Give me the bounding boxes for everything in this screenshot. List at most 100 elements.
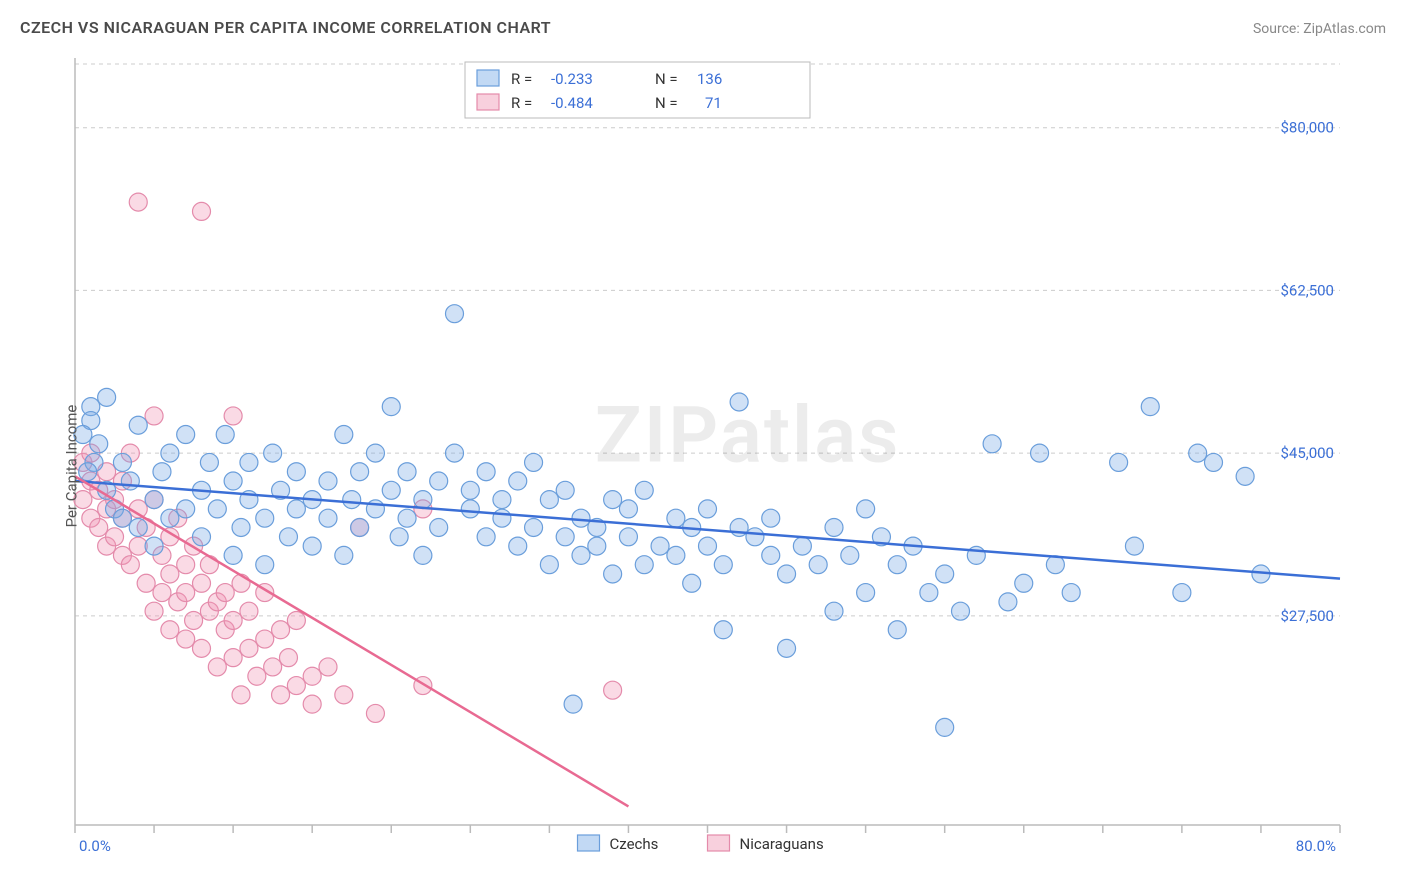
data-point-czech bbox=[1236, 467, 1254, 485]
data-point-czech bbox=[351, 463, 369, 481]
data-point-czech bbox=[461, 500, 479, 518]
data-point-nicaraguan bbox=[303, 667, 321, 685]
data-point-czech bbox=[224, 472, 242, 490]
data-point-nicaraguan bbox=[129, 193, 147, 211]
data-point-czech bbox=[1141, 398, 1159, 416]
data-point-czech bbox=[920, 584, 938, 602]
data-point-czech bbox=[145, 537, 163, 555]
data-point-czech bbox=[382, 398, 400, 416]
data-point-czech bbox=[303, 537, 321, 555]
legend-bottom-label-nicaraguan: Nicaraguans bbox=[740, 835, 824, 853]
data-point-czech bbox=[730, 393, 748, 411]
legend-swatch-czech bbox=[477, 70, 499, 86]
data-point-nicaraguan bbox=[216, 584, 234, 602]
data-point-nicaraguan bbox=[366, 704, 384, 722]
data-point-czech bbox=[699, 537, 717, 555]
svg-text:R =: R = bbox=[511, 94, 532, 112]
data-point-nicaraguan bbox=[193, 574, 211, 592]
data-point-czech bbox=[888, 621, 906, 639]
data-point-czech bbox=[667, 546, 685, 564]
legend-swatch-nicaraguan bbox=[477, 94, 499, 110]
data-point-czech bbox=[430, 472, 448, 490]
data-point-czech bbox=[256, 556, 274, 574]
data-point-czech bbox=[382, 481, 400, 499]
data-point-czech bbox=[604, 491, 622, 509]
data-point-czech bbox=[335, 546, 353, 564]
data-point-czech bbox=[793, 537, 811, 555]
data-point-czech bbox=[343, 491, 361, 509]
data-point-czech bbox=[177, 500, 195, 518]
scatter-chart: $27,500$45,000$62,500$80,0000.0%80.0%ZIP… bbox=[20, 50, 1386, 882]
svg-text:N =: N = bbox=[655, 70, 678, 88]
data-point-czech bbox=[778, 639, 796, 657]
x-axis-start-label: 0.0% bbox=[79, 837, 111, 855]
data-point-czech bbox=[279, 528, 297, 546]
data-point-czech bbox=[604, 565, 622, 583]
data-point-czech bbox=[525, 453, 543, 471]
data-point-czech bbox=[762, 546, 780, 564]
data-point-czech bbox=[177, 426, 195, 444]
data-point-nicaraguan bbox=[248, 667, 266, 685]
data-point-czech bbox=[335, 426, 353, 444]
data-point-czech bbox=[936, 565, 954, 583]
legend-bottom-label-czech: Czechs bbox=[610, 835, 659, 853]
data-point-nicaraguan bbox=[232, 686, 250, 704]
svg-text:R =: R = bbox=[511, 70, 532, 88]
data-point-czech bbox=[153, 463, 171, 481]
svg-text:136: 136 bbox=[697, 70, 722, 88]
data-point-czech bbox=[390, 528, 408, 546]
y-tick-label: $80,000 bbox=[1280, 119, 1334, 137]
data-point-czech bbox=[509, 537, 527, 555]
data-point-czech bbox=[1031, 444, 1049, 462]
data-point-czech bbox=[461, 481, 479, 499]
data-point-czech bbox=[936, 718, 954, 736]
data-point-czech bbox=[714, 556, 732, 574]
data-point-czech bbox=[477, 463, 495, 481]
data-point-czech bbox=[414, 546, 432, 564]
data-point-czech bbox=[564, 695, 582, 713]
data-point-nicaraguan bbox=[137, 574, 155, 592]
data-point-czech bbox=[351, 518, 369, 536]
data-point-czech bbox=[635, 556, 653, 574]
data-point-czech bbox=[556, 481, 574, 499]
data-point-czech bbox=[477, 528, 495, 546]
data-point-nicaraguan bbox=[177, 584, 195, 602]
data-point-nicaraguan bbox=[256, 630, 274, 648]
data-point-nicaraguan bbox=[161, 565, 179, 583]
data-point-czech bbox=[98, 388, 116, 406]
data-point-nicaraguan bbox=[224, 649, 242, 667]
data-point-czech bbox=[619, 500, 637, 518]
data-point-czech bbox=[161, 444, 179, 462]
data-point-czech bbox=[556, 528, 574, 546]
legend-bottom-swatch-nicaraguan bbox=[708, 835, 730, 851]
data-point-czech bbox=[857, 500, 875, 518]
data-point-czech bbox=[366, 444, 384, 462]
data-point-czech bbox=[256, 509, 274, 527]
svg-text:-0.484: -0.484 bbox=[551, 94, 593, 112]
svg-text:N =: N = bbox=[655, 94, 678, 112]
data-point-czech bbox=[540, 556, 558, 574]
svg-text:71: 71 bbox=[705, 94, 722, 112]
data-point-nicaraguan bbox=[264, 658, 282, 676]
data-point-nicaraguan bbox=[287, 611, 305, 629]
data-point-czech bbox=[414, 491, 432, 509]
svg-text:-0.233: -0.233 bbox=[551, 70, 593, 88]
data-point-czech bbox=[1015, 574, 1033, 592]
data-point-czech bbox=[121, 472, 139, 490]
data-point-nicaraguan bbox=[272, 621, 290, 639]
data-point-nicaraguan bbox=[153, 584, 171, 602]
y-tick-label: $62,500 bbox=[1280, 281, 1334, 299]
data-point-czech bbox=[1205, 453, 1223, 471]
data-point-nicaraguan bbox=[232, 574, 250, 592]
data-point-nicaraguan bbox=[121, 556, 139, 574]
data-point-nicaraguan bbox=[240, 639, 258, 657]
data-point-nicaraguan bbox=[193, 639, 211, 657]
data-point-czech bbox=[446, 444, 464, 462]
data-point-nicaraguan bbox=[177, 556, 195, 574]
data-point-nicaraguan bbox=[604, 681, 622, 699]
data-point-czech bbox=[113, 453, 131, 471]
data-point-czech bbox=[888, 556, 906, 574]
data-point-nicaraguan bbox=[90, 518, 108, 536]
data-point-czech bbox=[809, 556, 827, 574]
data-point-czech bbox=[1110, 453, 1128, 471]
